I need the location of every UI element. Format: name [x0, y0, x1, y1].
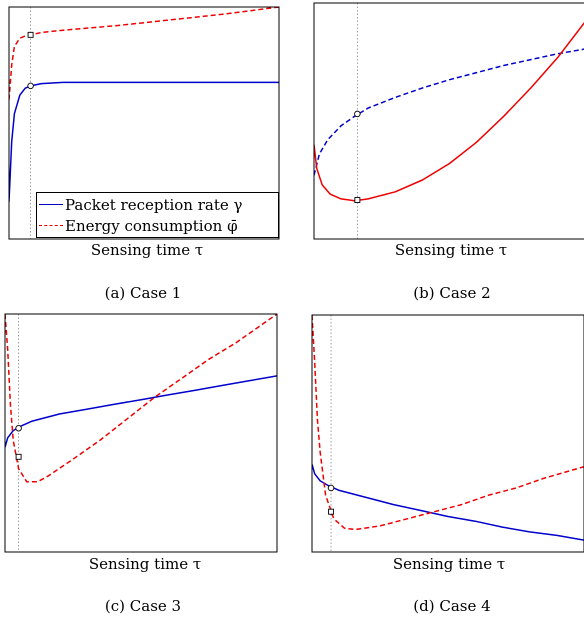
panel-d-frame	[311, 314, 584, 553]
panel-b-frame	[313, 2, 584, 240]
panel-d-caption: (d) Case 4	[413, 597, 491, 615]
panel-b-energy-line	[314, 21, 584, 202]
panel-a-caption: (a) Case 1	[104, 284, 182, 302]
panel-b-energy-optimum-marker	[354, 197, 361, 204]
chart-legend: Packet reception rate γ Energy consumpti…	[36, 192, 279, 238]
panel-c-energy-line	[5, 314, 277, 483]
panel-a-frame	[8, 6, 280, 240]
legend-dashed-line-icon	[39, 225, 63, 226]
panel-d-xlabel: Sensing time τ	[392, 555, 506, 573]
panel-c-reception-line	[5, 375, 277, 448]
legend-label-energy: Energy consumption φ̄	[65, 216, 238, 235]
panel-c-frame	[4, 313, 278, 553]
panel-d-energy-optimum-marker	[328, 508, 334, 515]
panel-b-reception-line	[314, 48, 584, 176]
panel-b-xlabel: Sensing time τ	[394, 241, 508, 259]
panel-d-energy-line	[312, 315, 584, 531]
panel-b-reception-optimum-marker	[354, 110, 361, 118]
panel-c-caption: (c) Case 3	[104, 597, 182, 615]
panel-a-reception-optimum-marker	[27, 82, 34, 90]
legend-label-reception: Packet reception rate γ	[65, 195, 243, 214]
panel-a-reception-line	[9, 81, 279, 202]
legend-entry-energy: Energy consumption φ̄	[39, 215, 278, 236]
panel-a-energy-line	[9, 7, 279, 100]
panel-d-reception-line	[312, 464, 584, 541]
panel-b-caption: (b) Case 2	[413, 284, 491, 302]
legend-solid-line-icon	[39, 204, 63, 205]
panel-d-reception-optimum-marker	[327, 484, 335, 492]
panel-c-reception-optimum-marker	[15, 424, 22, 432]
panel-c-xlabel: Sensing time τ	[88, 555, 202, 573]
panel-a-energy-optimum-marker	[27, 31, 34, 38]
panel-a-xlabel: Sensing time τ	[90, 241, 204, 259]
panel-c-energy-optimum-marker	[15, 453, 22, 460]
legend-entry-reception: Packet reception rate γ	[39, 194, 278, 215]
